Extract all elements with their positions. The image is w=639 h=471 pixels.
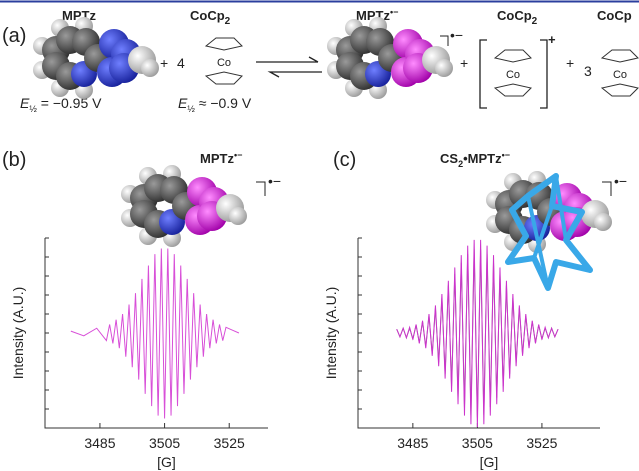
radical-bracket — [256, 181, 266, 196]
cp-ring — [204, 37, 243, 51]
y-axis-label: Intensity (A.U.) — [10, 287, 26, 380]
cage-strut — [526, 175, 568, 289]
text: E — [178, 95, 188, 111]
text: E — [20, 95, 30, 111]
superscript: •− — [502, 150, 510, 160]
text: CS — [440, 151, 458, 166]
panel-label: (b) — [2, 149, 26, 171]
radical-bracket — [440, 35, 449, 46]
molecule — [327, 17, 453, 99]
cp-ring — [600, 83, 639, 97]
plus: + — [566, 55, 574, 71]
compound-label: CoCp2 — [497, 8, 538, 27]
potential: E½ ≈ −0.9 V — [178, 95, 252, 114]
equilibrium-arrows — [256, 56, 322, 78]
coefficient: 4 — [177, 55, 185, 71]
atom-label: Co — [506, 69, 520, 81]
spectrum-line — [396, 239, 559, 428]
text: CoCp — [497, 8, 532, 23]
spectrum-line — [70, 248, 240, 419]
radical-bracket — [602, 181, 612, 196]
superscript: + — [548, 32, 556, 47]
superscript: •− — [234, 150, 242, 160]
text: •MPTz — [463, 151, 502, 166]
cp-ring — [204, 71, 243, 85]
atom-label: Co — [613, 69, 627, 81]
subscript: ½ — [29, 104, 37, 114]
x-tick-label: 3505 — [462, 435, 493, 451]
structures: Co Co Co — [33, 17, 639, 291]
plus: + — [460, 55, 468, 71]
atom — [594, 213, 612, 231]
radical-mark: •− — [450, 27, 463, 43]
text: CoCp — [190, 8, 225, 23]
bracket — [479, 39, 548, 109]
atom-label: Co — [217, 57, 231, 69]
cobaltocene: Co — [493, 49, 532, 97]
panel-label: (c) — [333, 149, 356, 171]
text: ≈ −0.9 V — [195, 95, 252, 111]
text: MPTz — [200, 151, 234, 166]
panel-title: MPTz•− — [200, 150, 242, 166]
text: = −0.95 V — [37, 95, 102, 111]
x-tick-label: 3505 — [149, 435, 180, 451]
atom — [435, 59, 453, 77]
cage — [505, 173, 593, 291]
compound-label: CoCp — [597, 8, 632, 23]
cp-ring — [493, 49, 532, 63]
potential: E½ = −0.95 V — [20, 95, 102, 114]
x-axis-label: [G] — [480, 454, 499, 470]
x-axis-label: [G] — [157, 454, 176, 470]
x-tick-label: 3525 — [526, 435, 557, 451]
radical-mark: •− — [268, 173, 281, 189]
cobaltocene: Co — [204, 37, 243, 85]
radical-mark: •− — [614, 173, 627, 189]
molecule — [33, 17, 159, 99]
superscript: •− — [390, 7, 398, 17]
subscript: 2 — [532, 16, 538, 27]
atom — [229, 207, 247, 225]
subscript: 2 — [458, 159, 463, 169]
y-axis-label: Intensity (A.U.) — [323, 287, 339, 380]
subscript: 2 — [225, 16, 231, 27]
atom — [141, 59, 159, 77]
panel-title: CS2•MPTz•− — [440, 150, 510, 169]
plus: + — [160, 55, 168, 71]
coefficient: 3 — [584, 63, 592, 79]
x-tick-label: 3485 — [397, 435, 428, 451]
cobaltocene: Co — [600, 49, 639, 97]
cp-ring — [600, 49, 639, 63]
x-tick-label: 3485 — [84, 435, 115, 451]
cp-ring — [493, 83, 532, 97]
panel-label: (a) — [2, 25, 26, 47]
subscript: ½ — [187, 104, 195, 114]
plots: 3485 3505 3525 [G] Intensity (A.U.) 3485 3505 3… — [10, 237, 600, 470]
compound-label: CoCp2 — [190, 8, 231, 27]
x-tick-label: 3525 — [214, 435, 245, 451]
molecule — [121, 165, 247, 247]
